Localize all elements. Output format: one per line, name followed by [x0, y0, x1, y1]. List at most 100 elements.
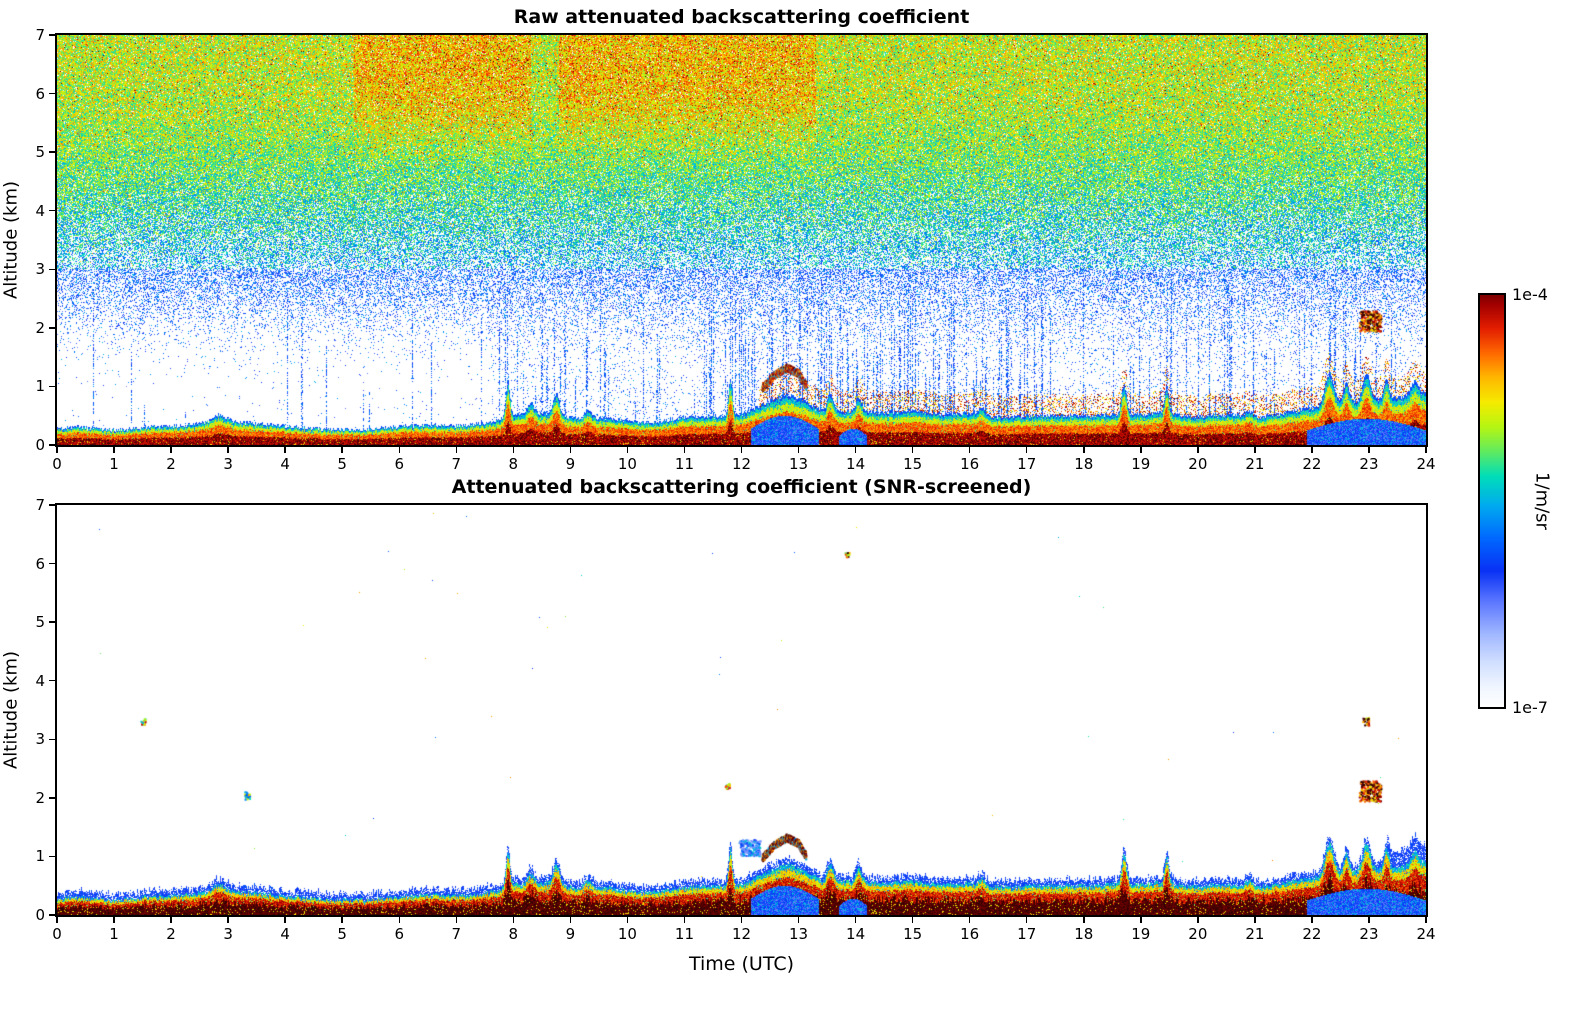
x-tick-mark	[1368, 447, 1370, 453]
panel-screened-title: Attenuated backscattering coefficient (S…	[451, 476, 1032, 498]
x-tick-label: 11	[674, 455, 694, 473]
y-tick-label: 4	[35, 201, 45, 220]
x-tick-label: 2	[166, 455, 176, 473]
x-tick-mark	[56, 917, 58, 923]
x-tick-label: 8	[508, 455, 519, 473]
x-tick-label: 16	[960, 455, 980, 473]
y-tick-mark	[49, 327, 55, 329]
y-tick-mark	[49, 797, 55, 799]
x-tick-mark	[1425, 447, 1427, 453]
x-tick-label: 0	[52, 455, 62, 473]
x-tick-mark	[968, 917, 971, 923]
x-tick-label: 23	[1359, 455, 1379, 473]
x-tick-label: 0	[52, 925, 62, 943]
colorbar-min-label: 1e-7	[1512, 698, 1548, 717]
x-tick-label: 1	[109, 925, 119, 943]
y-tick-label: 6	[35, 84, 45, 103]
x-tick-label: 12	[731, 925, 752, 943]
y-tick-label: 6	[35, 554, 45, 573]
colorbar: 1e-4 1e-7 1/m/sr	[1478, 285, 1553, 717]
x-tick-label: 15	[903, 925, 923, 943]
x-tick-mark	[626, 917, 629, 923]
x-tick-mark	[284, 917, 286, 923]
y-tick-label: 0	[35, 906, 45, 924]
y-tick-label: 7	[35, 26, 45, 44]
panel-screened: Attenuated backscattering coefficient (S…	[1, 476, 1436, 975]
x-tick-label: 1	[109, 455, 119, 473]
x-tick-label: 14	[846, 455, 866, 473]
y-tick-mark	[49, 562, 55, 565]
y-tick-label: 5	[35, 143, 45, 162]
x-tick-mark	[1311, 917, 1313, 923]
x-tick-label: 15	[903, 455, 923, 473]
x-tick-mark	[113, 447, 115, 453]
y-tick-mark	[49, 385, 55, 388]
x-tick-mark	[512, 917, 515, 923]
y-tick-mark	[49, 738, 55, 741]
y-tick-mark	[49, 444, 55, 446]
y-tick-label: 2	[35, 318, 45, 337]
x-tick-mark	[1197, 917, 1199, 923]
x-tick-label: 8	[508, 925, 519, 943]
x-tick-label: 24	[1416, 455, 1436, 473]
x-tick-mark	[911, 917, 914, 923]
x-tick-mark	[968, 447, 971, 453]
x-tick-mark	[854, 917, 857, 923]
x-tick-mark	[512, 447, 515, 453]
x-tick-label: 9	[565, 455, 576, 473]
x-axis-label: Time (UTC)	[688, 953, 795, 975]
y-tick-mark	[49, 914, 55, 916]
y-tick-mark	[49, 679, 55, 682]
x-tick-mark	[455, 447, 458, 453]
panel-raw-ylabel: Altitude (km)	[0, 180, 22, 300]
x-tick-mark	[113, 917, 115, 923]
x-tick-mark	[227, 917, 229, 923]
x-tick-label: 7	[451, 455, 462, 473]
y-tick-mark	[49, 268, 55, 271]
x-tick-label: 23	[1359, 925, 1379, 943]
x-tick-label: 11	[674, 925, 694, 943]
y-tick-mark	[49, 855, 55, 858]
y-tick-label: 1	[35, 377, 45, 396]
x-tick-label: 17	[1017, 925, 1037, 943]
x-tick-label: 9	[565, 925, 576, 943]
x-tick-mark	[1197, 447, 1199, 453]
x-tick-mark	[398, 917, 400, 923]
y-tick-mark	[49, 504, 55, 506]
x-tick-mark	[569, 447, 572, 453]
x-tick-label: 20	[1188, 925, 1208, 943]
x-tick-label: 19	[1131, 925, 1151, 943]
x-tick-mark	[1254, 917, 1256, 923]
x-tick-label: 18	[1074, 925, 1094, 943]
x-tick-label: 10	[617, 455, 637, 473]
x-tick-mark	[1140, 447, 1142, 453]
x-tick-mark	[398, 447, 400, 453]
x-tick-label: 4	[280, 455, 290, 473]
x-tick-mark	[170, 917, 172, 923]
x-tick-label: 24	[1416, 925, 1436, 943]
x-tick-mark	[1368, 917, 1370, 923]
x-tick-mark	[455, 917, 458, 923]
x-tick-mark	[797, 447, 800, 453]
x-tick-label: 13	[788, 925, 809, 943]
x-tick-mark	[341, 917, 343, 923]
y-tick-label: 1	[35, 847, 45, 866]
x-tick-label: 19	[1131, 455, 1151, 473]
panel-raw: Raw attenuated backscattering coefficien…	[1, 6, 1436, 473]
x-tick-label: 6	[394, 925, 405, 943]
y-tick-mark	[49, 92, 55, 95]
x-tick-label: 16	[960, 925, 980, 943]
x-tick-label: 22	[1302, 455, 1322, 473]
x-tick-mark	[740, 917, 743, 923]
panel-screened-ylabel: Altitude (km)	[0, 650, 22, 770]
heatmap-raw	[57, 35, 1426, 445]
y-tick-mark	[49, 621, 55, 623]
y-tick-label: 7	[35, 496, 45, 514]
x-tick-label: 18	[1074, 455, 1094, 473]
x-tick-label: 5	[337, 455, 347, 473]
x-tick-mark	[854, 447, 857, 453]
x-tick-mark	[740, 447, 743, 453]
x-tick-label: 20	[1188, 455, 1208, 473]
x-tick-mark	[1025, 917, 1028, 923]
